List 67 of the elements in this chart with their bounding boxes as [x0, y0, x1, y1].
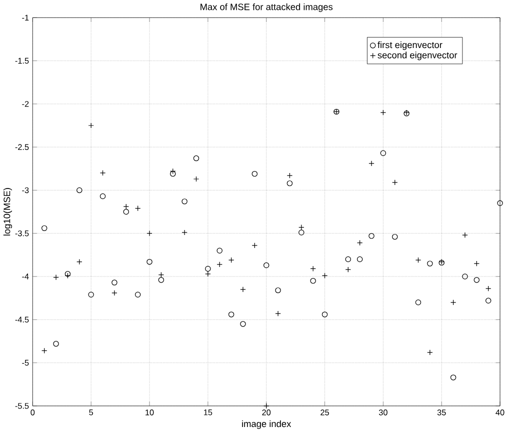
- point: [310, 278, 316, 284]
- point: [112, 280, 118, 286]
- point: [252, 170, 258, 177]
- chart-title: Max of MSE for attacked images: [200, 3, 333, 12]
- point: [485, 298, 492, 304]
- y-tick-label: -5.5: [15, 402, 29, 409]
- point: [427, 260, 433, 266]
- point: [64, 270, 71, 277]
- x-tick-label: 40: [496, 409, 504, 416]
- y-axis-title: log10(MSE): [3, 188, 12, 236]
- point: [286, 172, 293, 178]
- y-tick-label: -3.5: [15, 230, 29, 236]
- point: [146, 258, 152, 265]
- point: [356, 256, 363, 262]
- x-tick-label: 10: [146, 409, 154, 416]
- point: [123, 208, 129, 214]
- point: [462, 273, 468, 280]
- point: [64, 272, 71, 278]
- point: [240, 320, 246, 327]
- point: [275, 287, 281, 294]
- point: [450, 374, 456, 380]
- point: [205, 266, 211, 272]
- point: [392, 234, 398, 240]
- point: [53, 340, 59, 347]
- point: [286, 180, 293, 186]
- y-tick-label: -2.5: [15, 144, 29, 150]
- point: [88, 292, 94, 298]
- legend-label: second eigenvector: [378, 51, 458, 60]
- y-tick-label: -4: [22, 274, 29, 280]
- y-tick-label: -3: [22, 187, 29, 193]
- point: [76, 187, 82, 193]
- point: [228, 257, 234, 263]
- point: [497, 200, 503, 206]
- x-tick-label: 0: [30, 409, 35, 416]
- point: [263, 262, 270, 268]
- point: [100, 193, 106, 199]
- legend-label: first eigenvector: [378, 41, 442, 50]
- x-tick-label: 25: [320, 409, 329, 416]
- point: [41, 225, 48, 231]
- x-tick-label: 30: [378, 409, 388, 416]
- y-tick-label: -1: [22, 14, 29, 20]
- point: [100, 170, 106, 176]
- point: [415, 257, 422, 263]
- point: [158, 276, 164, 283]
- point: [193, 155, 200, 161]
- x-axis-title: image index: [242, 420, 292, 429]
- y-tick-label: -1.5: [15, 58, 29, 64]
- y-tick-label: -2: [22, 100, 29, 107]
- point: [134, 292, 141, 298]
- x-tick-label: 20: [262, 409, 271, 416]
- point: [298, 229, 304, 236]
- point: [322, 311, 328, 318]
- point: [368, 232, 374, 239]
- x-tick-label: 5: [89, 409, 94, 416]
- point: [450, 299, 456, 306]
- point: [228, 311, 234, 318]
- point: [345, 256, 351, 262]
- x-tick-label: 15: [204, 409, 212, 416]
- x-tick-label: 35: [437, 409, 446, 416]
- point: [474, 276, 480, 283]
- point: [322, 272, 328, 278]
- point: [415, 299, 422, 306]
- point: [380, 150, 386, 156]
- y-tick-label: -4.5: [15, 316, 29, 322]
- point: [182, 198, 188, 204]
- point: [216, 248, 222, 254]
- y-tick-label: -5: [22, 360, 29, 366]
